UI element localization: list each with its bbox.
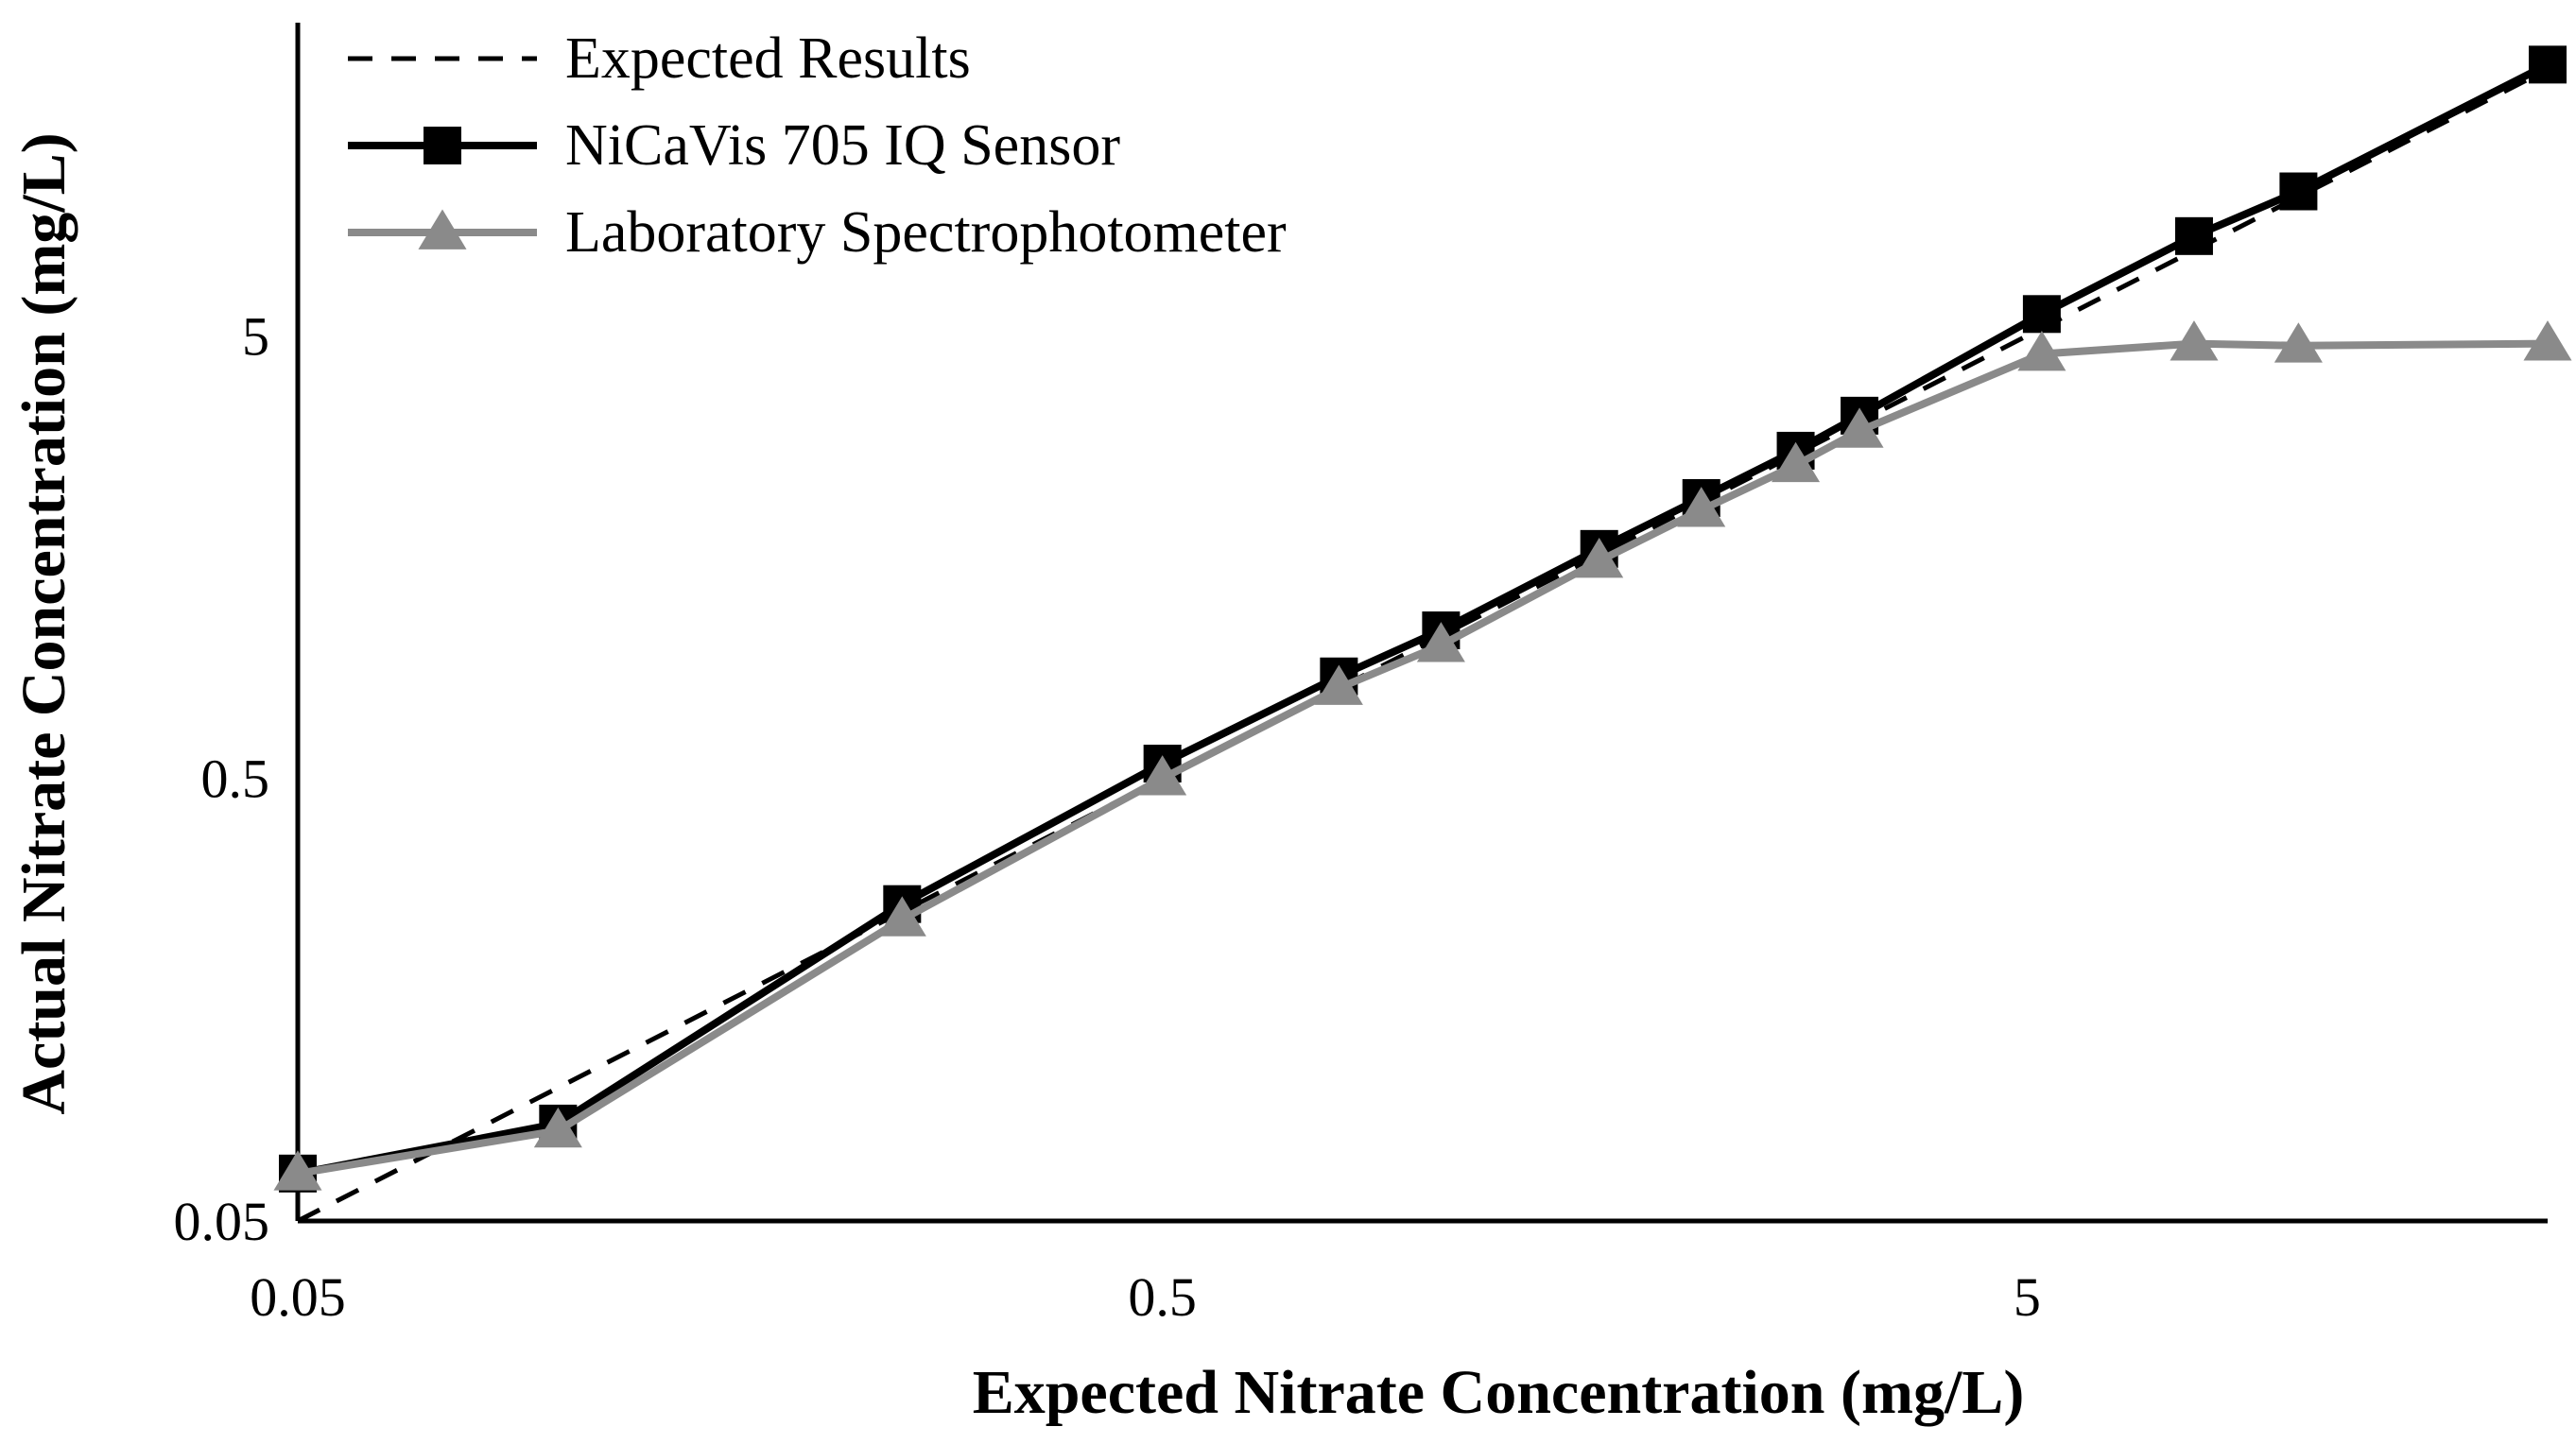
data-point-triangle [1575, 538, 1624, 578]
x-tick-label: 5 [2014, 1266, 2041, 1328]
data-point-square [2529, 45, 2567, 84]
data-point-triangle [2017, 330, 2066, 371]
series-line [297, 339, 2549, 1178]
data-point-triangle [877, 896, 926, 937]
legend-item: NiCaVis 705 IQ Sensor [348, 113, 1120, 178]
data-point-triangle [2523, 320, 2572, 361]
x-tick-label: 0.05 [250, 1266, 346, 1328]
legend: Expected Results NiCaVis 705 IQ Sensor Lab… [348, 26, 1287, 265]
legend-item: Expected Results [348, 26, 971, 91]
legend-label: NiCaVis 705 IQ Sensor [565, 113, 1120, 178]
series-layer [273, 45, 2572, 1224]
x-tick-labels: 0.05 0.5 5 [250, 1266, 2041, 1328]
y-axis-title: Actual Nitrate Concentration (mg/L) [9, 132, 78, 1114]
legend-label: Expected Results [565, 26, 971, 91]
y-tick-labels: 0.05 0.5 5 [174, 305, 270, 1252]
series-laboratory-spectrophotometer [273, 320, 2572, 1191]
x-axis-title: Expected Nitrate Concentration (mg/L) [973, 1358, 2025, 1427]
y-tick-label: 0.05 [174, 1191, 270, 1252]
axes [295, 23, 2548, 1224]
data-point-triangle [1772, 441, 1821, 483]
legend-swatch-marker [418, 209, 467, 249]
y-tick-label: 5 [242, 305, 269, 367]
data-point-triangle [2170, 320, 2219, 361]
data-point-triangle [1416, 622, 1465, 662]
x-tick-label: 0.5 [1128, 1266, 1197, 1328]
data-point-square [2022, 295, 2061, 334]
data-point-triangle [273, 1150, 322, 1191]
legend-swatch-marker [424, 127, 461, 164]
series-line [297, 60, 2550, 1178]
data-point-square [2279, 172, 2318, 211]
data-point-square [2174, 216, 2213, 255]
legend-item: Laboratory Spectrophotometer [348, 200, 1287, 265]
data-point-triangle [1138, 755, 1187, 796]
data-point-triangle [2273, 322, 2323, 363]
data-point-triangle [1835, 407, 1884, 448]
data-point-triangle [533, 1107, 582, 1148]
data-point-triangle [1314, 664, 1363, 705]
data-point-triangle [1677, 487, 1726, 527]
legend-label: Laboratory Spectrophotometer [565, 200, 1287, 265]
y-tick-label: 0.5 [201, 748, 270, 810]
